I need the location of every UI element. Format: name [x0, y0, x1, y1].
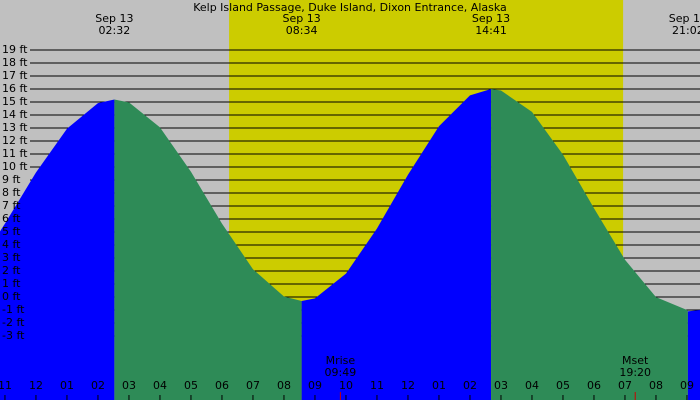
x-tick-label: 08	[277, 379, 291, 392]
x-tick-label: 10	[339, 379, 353, 392]
chart-title: Kelp Island Passage, Duke Island, Dixon …	[193, 1, 507, 14]
x-tick-label: 09	[308, 379, 322, 392]
x-tick-label: 01	[432, 379, 446, 392]
y-tick-label: 9 ft	[2, 173, 21, 186]
y-tick-label: 15 ft	[2, 95, 28, 108]
moon-time: 09:49	[325, 366, 357, 379]
event-time: 14:41	[475, 24, 507, 37]
event-time: 21:02	[672, 24, 700, 37]
x-tick-label: 11	[370, 379, 384, 392]
event-date: Sep 13	[283, 12, 321, 25]
rising-tide	[0, 99, 115, 400]
event-time: 08:34	[286, 24, 318, 37]
x-tick-label: 06	[215, 379, 229, 392]
x-tick-label: 12	[401, 379, 415, 392]
moon-time: 19:20	[619, 366, 651, 379]
y-tick-label: 16 ft	[2, 82, 28, 95]
x-tick-label: 05	[184, 379, 198, 392]
x-tick-label: 09	[680, 379, 694, 392]
rising-tide	[301, 89, 492, 400]
rising-tide	[687, 310, 700, 400]
x-tick-label: 05	[556, 379, 570, 392]
x-tick-label: 07	[618, 379, 632, 392]
y-tick-label: -1 ft	[2, 303, 25, 316]
x-tick-label: 02	[463, 379, 477, 392]
y-tick-label: 6 ft	[2, 212, 21, 225]
y-tick-label: 3 ft	[2, 251, 21, 264]
y-tick-label: 14 ft	[2, 108, 28, 121]
x-tick-label: 03	[122, 379, 136, 392]
moon-label: Mrise	[326, 354, 356, 367]
y-tick-label: 19 ft	[2, 43, 28, 56]
tide-layer	[0, 89, 700, 400]
y-tick-label: 17 ft	[2, 69, 28, 82]
y-tick-label: 4 ft	[2, 238, 21, 251]
x-tick-label: 03	[494, 379, 508, 392]
y-tick-label: 13 ft	[2, 121, 28, 134]
y-tick-label: 7 ft	[2, 199, 21, 212]
y-tick-label: 12 ft	[2, 134, 28, 147]
y-tick-label: 10 ft	[2, 160, 28, 173]
y-tick-label: -2 ft	[2, 316, 25, 329]
x-tick-label: 04	[153, 379, 167, 392]
y-tick-label: 18 ft	[2, 56, 28, 69]
moon-label: Mset	[622, 354, 649, 367]
y-tick-label: -3 ft	[2, 329, 25, 342]
y-tick-label: 5 ft	[2, 225, 21, 238]
y-tick-label: 11 ft	[2, 147, 28, 160]
y-tick-label: 8 ft	[2, 186, 21, 199]
falling-tide	[491, 89, 688, 400]
falling-tide	[114, 99, 302, 400]
x-tick-label: 07	[246, 379, 260, 392]
x-tick-label: 06	[587, 379, 601, 392]
event-time: 02:32	[99, 24, 131, 37]
event-date: Sep 13	[472, 12, 510, 25]
event-date: Sep 13	[669, 12, 700, 25]
x-tick-label: 04	[525, 379, 539, 392]
y-tick-label: 2 ft	[2, 264, 21, 277]
event-date: Sep 13	[95, 12, 133, 25]
x-tick-label: 02	[91, 379, 105, 392]
y-tick-label: 0 ft	[2, 290, 21, 303]
x-tick-label: 01	[60, 379, 74, 392]
x-tick-label: 08	[649, 379, 663, 392]
y-tick-label: 1 ft	[2, 277, 21, 290]
x-tick-label: 11	[0, 379, 12, 392]
x-tick-label: 12	[29, 379, 43, 392]
